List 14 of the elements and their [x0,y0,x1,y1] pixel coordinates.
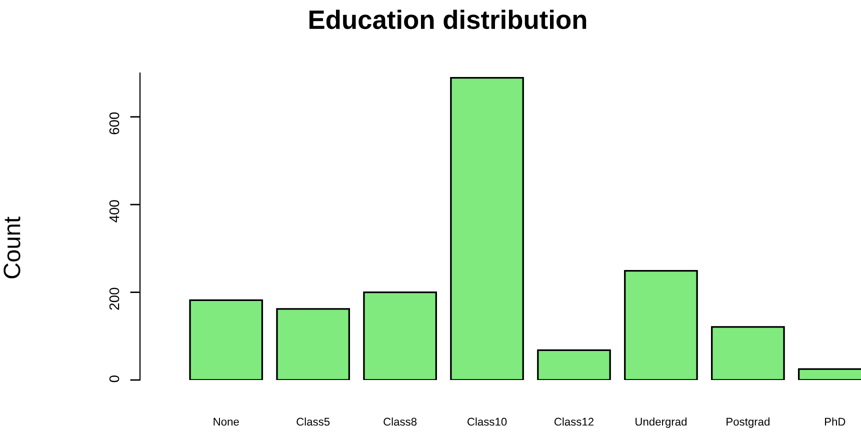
x-tick-label: Class5 [296,418,330,426]
y-tick-label: 200 [109,288,120,310]
x-tick-label: Undergrad [636,418,686,428]
x-tick-label: Class12 [554,418,594,426]
y-tick-label: 600 [109,112,120,134]
y-tick-label: 0 [109,376,120,382]
x-tick-label: PhD [825,418,846,426]
chart-title: Education distribution [310,10,586,30]
x-tick-label: Postgrad [726,418,770,428]
x-tick-label: None [214,418,239,426]
y-axis-title: Count [4,216,20,278]
y-tick-label: 400 [109,200,120,222]
x-tick-label: Class8 [384,418,417,426]
x-tick-label: Class10 [468,418,507,426]
